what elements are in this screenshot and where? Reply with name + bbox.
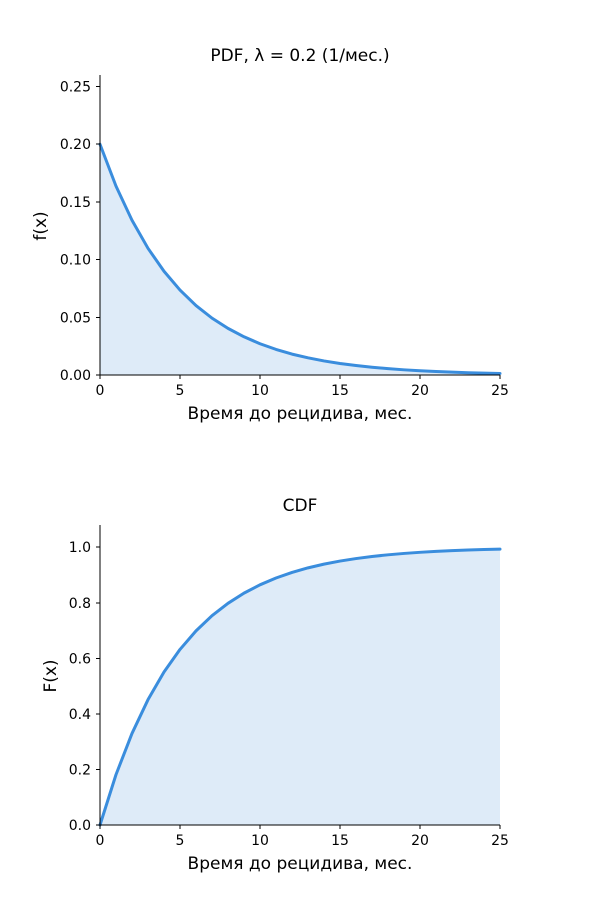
cdf-x-tick-label: 0: [96, 833, 105, 849]
pdf-y-tick-label: 0.00: [60, 368, 91, 384]
pdf-x-tick-label: 0: [96, 383, 105, 399]
pdf-y-tick-label: 0.15: [60, 195, 91, 211]
cdf-x-tick-label: 10: [251, 833, 269, 849]
cdf-y-tick-label: 1.0: [69, 540, 91, 556]
pdf-xlabel: Время до рецидива, мес.: [188, 404, 413, 424]
pdf-x-tick-label: 15: [331, 383, 349, 399]
cdf-area-fill: [100, 549, 500, 825]
cdf-y-tick-label: 0.0: [69, 818, 91, 834]
pdf-y-tick-label: 0.10: [60, 253, 91, 269]
cdf-x-tick-label: 20: [411, 833, 429, 849]
pdf-area-fill: [100, 144, 500, 375]
pdf-y-tick-label: 0.05: [60, 310, 91, 326]
pdf-x-tick-label: 20: [411, 383, 429, 399]
cdf-x-tick-label: 5: [176, 833, 185, 849]
pdf-x-tick-label: 5: [176, 383, 185, 399]
pdf-x-tick-label: 25: [491, 383, 509, 399]
pdf-x-tick-label: 10: [251, 383, 269, 399]
cdf-title: CDF: [283, 496, 318, 516]
cdf-series-line: [98, 547, 502, 827]
cdf-y-tick-label: 0.6: [69, 651, 91, 667]
cdf-y-tick-label: 0.4: [69, 707, 91, 723]
pdf-chart: PDF, λ = 0.2 (1/мес.) Время до рецидива,…: [31, 46, 509, 424]
pdf-series-line: [98, 142, 502, 375]
cdf-chart: CDF Время до рецидива, мес. F(x) 0 5 10 15 2…: [41, 496, 509, 874]
cdf-x-tick-label: 15: [331, 833, 349, 849]
pdf-y-tick-label: 0.25: [60, 80, 91, 96]
cdf-y-tick-label: 0.8: [69, 596, 91, 612]
cdf-y-tick-label: 0.2: [69, 762, 91, 778]
pdf-title: PDF, λ = 0.2 (1/мес.): [210, 46, 389, 66]
cdf-ylabel: F(x): [41, 659, 61, 692]
pdf-y-tick-label: 0.20: [60, 137, 91, 153]
pdf-ylabel: f(x): [31, 211, 51, 240]
cdf-xlabel: Время до рецидива, мес.: [188, 854, 413, 874]
cdf-x-tick-label: 25: [491, 833, 509, 849]
